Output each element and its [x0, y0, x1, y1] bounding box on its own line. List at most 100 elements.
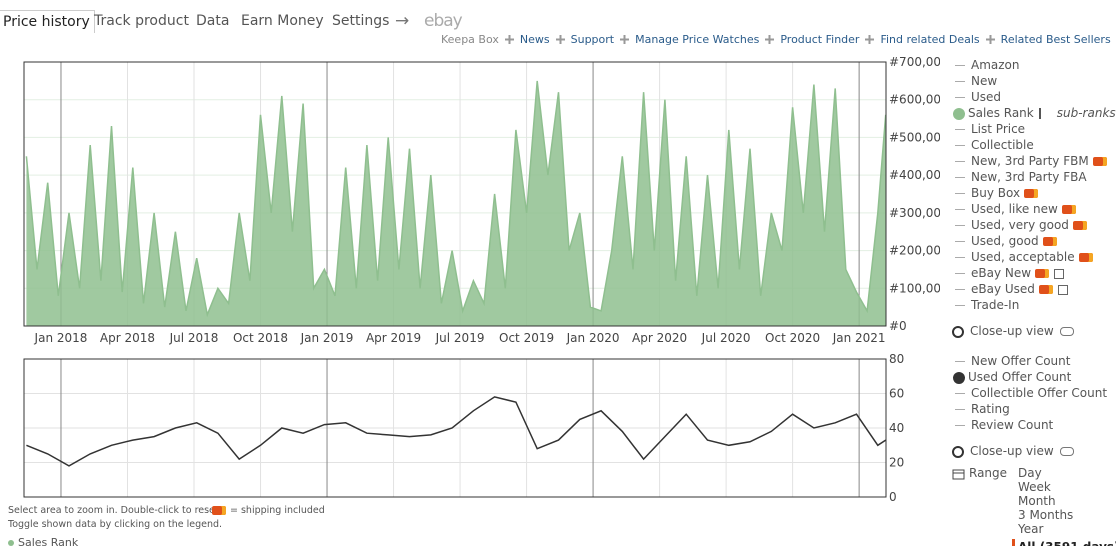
range-option[interactable]: All (3591 days) [1012, 539, 1116, 546]
legend-dash [955, 177, 965, 178]
separator-shape [504, 35, 514, 44]
separator-shape [555, 35, 565, 44]
line [26, 396, 887, 467]
series-dot [8, 540, 14, 546]
legend-item[interactable]: New, 3rd Party FBA [955, 169, 1087, 185]
legend-item[interactable]: Used, very good [955, 217, 1087, 233]
legend-text: Used, very good [971, 218, 1069, 232]
link[interactable]: News [519, 33, 550, 46]
legend-item[interactable]: Rating [955, 401, 1010, 417]
legend-item[interactable]: List Price [955, 121, 1025, 137]
legend-item[interactable]: Collectible [955, 137, 1034, 153]
legend-item[interactable]: Buy Box [955, 185, 1039, 201]
y-tick-label: #200,000 [889, 244, 940, 258]
legend-dash [955, 305, 965, 306]
y-tick-label: 60 [889, 387, 904, 401]
truck-icon [1061, 205, 1076, 214]
legend-dash [955, 81, 965, 82]
y-tick-label: 80 [889, 352, 904, 366]
legend-dash [955, 129, 965, 130]
legend-text: Amazon [971, 58, 1020, 72]
x-tick-label: Jan 2021 [832, 331, 886, 345]
x-tick-label: Apr 2019 [366, 331, 421, 345]
legend-item[interactable]: Used, acceptable [955, 249, 1093, 265]
legend-item[interactable]: Amazon [955, 57, 1020, 73]
tab[interactable]: ebay [424, 11, 463, 31]
link[interactable]: Support [570, 33, 615, 46]
tab[interactable]: Earn Money [241, 13, 324, 29]
legend-item[interactable]: Trade-In [955, 297, 1019, 313]
closeup-text: Close-up view [970, 444, 1054, 458]
y-tick-label: 20 [889, 456, 904, 470]
legend-item[interactable]: New, 3rd Party FBM [955, 153, 1107, 169]
range-option[interactable]: 3 Months [1018, 508, 1074, 522]
sub-ranks[interactable]: sub-ranks [1056, 106, 1116, 120]
external-icon [1057, 284, 1068, 295]
legend-item[interactable]: New Offer Count [955, 353, 1070, 369]
y-tick-label: #600,000 [889, 93, 940, 107]
range-label: Range [952, 465, 1007, 481]
truck-icon [1042, 237, 1057, 246]
x-tick-label: Jul 2019 [435, 331, 485, 345]
legend-text: List Price [971, 122, 1026, 136]
legend-text: Collectible Offer Count [971, 386, 1108, 400]
legend-item[interactable]: eBay Used [955, 281, 1068, 297]
legend-item[interactable]: Sales Rank sub-ranks [953, 105, 1116, 121]
range-option[interactable]: Year [1018, 522, 1044, 536]
tab[interactable]: Settings [332, 13, 390, 29]
links: Keepa Box News Support Manage Price Watches… [441, 33, 1116, 46]
tab[interactable]: Price history [0, 10, 95, 33]
charts: #0 #100,000 #200,000 #300,000 #400,000 #500,0… [23, 55, 940, 504]
legend-item[interactable]: Review Count [955, 417, 1053, 433]
y-tick-label: #0 [889, 319, 907, 333]
tab[interactable]: → [395, 11, 410, 31]
truck-icon [1024, 189, 1039, 198]
link[interactable]: Related Best Sellers [1000, 33, 1111, 46]
legend-item[interactable]: New [955, 73, 997, 89]
search-icon [952, 325, 964, 338]
legend-item[interactable]: Used Offer Count [953, 369, 1071, 385]
x-tick-label: Jul 2020 [701, 331, 751, 345]
shipping-note: = shipping included [212, 505, 325, 516]
x-tick-label: Jan 2020 [566, 331, 620, 345]
legend-text: Rating [971, 402, 1010, 416]
y-tick-label: #100,000 [889, 281, 940, 295]
y-tick-label: 40 [889, 421, 904, 435]
legend-item[interactable]: Used, good [955, 233, 1057, 249]
separator-shape [985, 35, 995, 44]
series-text: Sales Rank [18, 536, 79, 546]
closeup[interactable]: Close-up view [952, 323, 1074, 339]
legend-text: Used [971, 90, 1002, 104]
range-option[interactable]: Month [1018, 494, 1056, 508]
truck-icon [212, 506, 226, 515]
legend-text: New, 3rd Party FBA [971, 170, 1087, 184]
closeup[interactable]: Close-up view [952, 443, 1074, 459]
legend-text: Used, good [971, 234, 1039, 248]
tab[interactable]: Track product [94, 13, 189, 29]
range-option[interactable]: Week [1018, 480, 1051, 494]
tab[interactable]: Data [196, 13, 230, 29]
legend-item[interactable]: Used, like new [955, 201, 1076, 217]
legend-dash [955, 241, 965, 242]
x-tick-label: Jan 2018 [34, 331, 88, 345]
truck-icon [1035, 269, 1050, 278]
legend-item[interactable]: eBay New [955, 265, 1065, 281]
range-option[interactable]: Day [1018, 466, 1042, 480]
legend-text: Sales Rank [968, 106, 1034, 120]
link[interactable]: Manage Price Watches [635, 33, 760, 46]
plot-frame [23, 358, 887, 498]
legend-item[interactable]: Used [955, 89, 1001, 105]
footer-series: Sales Rank [8, 536, 78, 546]
separator [504, 35, 514, 44]
hint: Select area to zoom in. Double-click to … [8, 505, 222, 516]
link[interactable]: Product Finder [780, 33, 860, 46]
legend-item[interactable]: Collectible Offer Count [955, 385, 1107, 401]
separator [765, 35, 775, 44]
legend-dash [955, 257, 965, 258]
link[interactable]: Find related Deals [880, 33, 980, 46]
link[interactable]: Keepa Box [441, 33, 499, 46]
separator-shape [865, 35, 875, 44]
y-tick-label: #700,000 [889, 55, 940, 69]
legend-text: Buy Box [971, 186, 1021, 200]
